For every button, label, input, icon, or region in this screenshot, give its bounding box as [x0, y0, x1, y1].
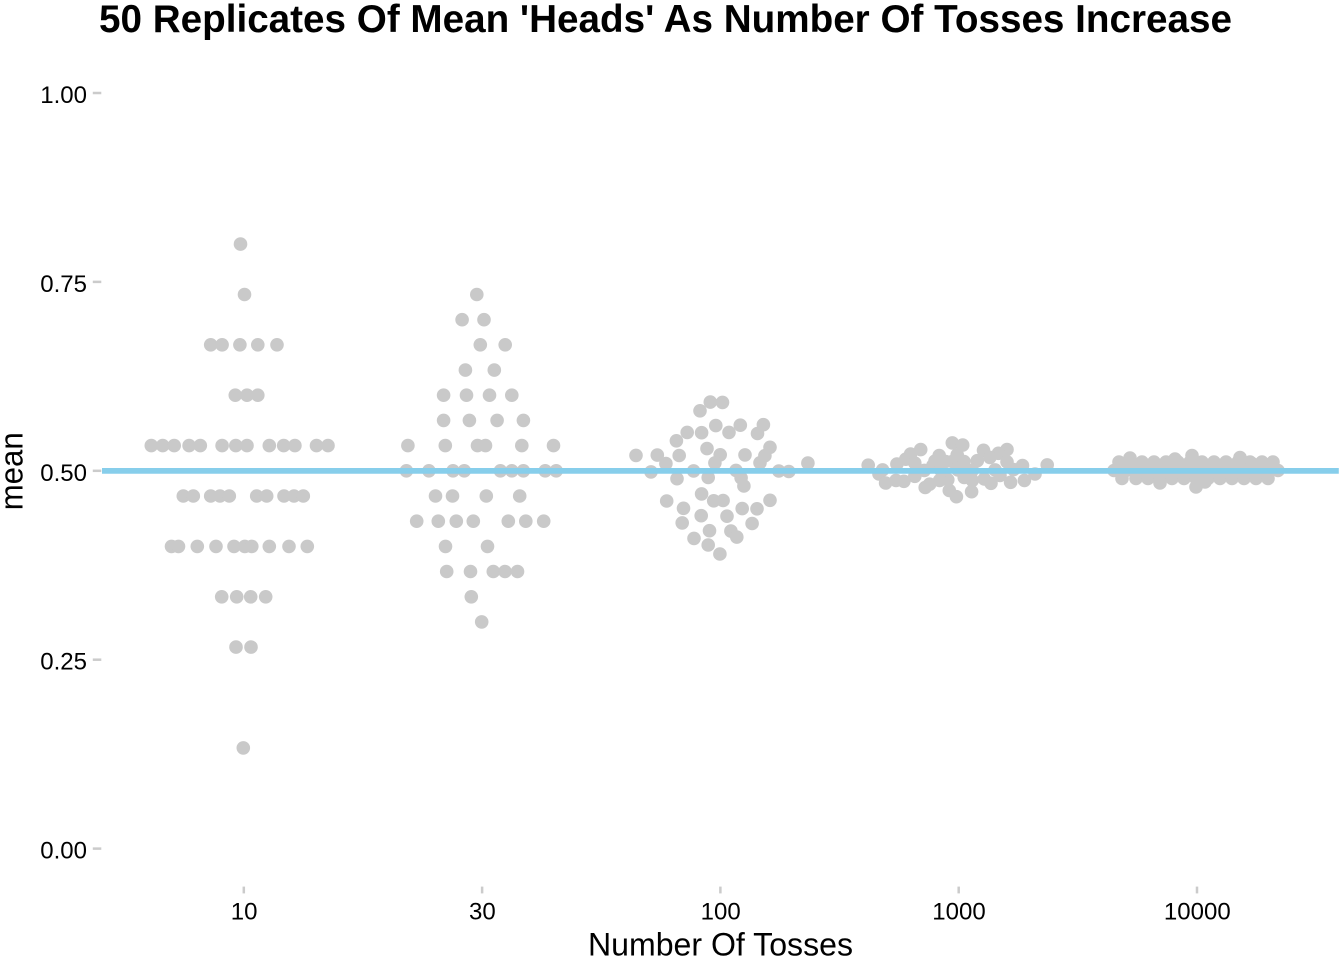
svg-text:1.00: 1.00: [40, 82, 87, 109]
svg-text:100: 100: [701, 898, 741, 925]
svg-text:0.75: 0.75: [40, 271, 87, 298]
svg-text:10000: 10000: [1164, 898, 1231, 925]
svg-text:0.00: 0.00: [40, 838, 87, 865]
svg-text:mean: mean: [0, 432, 29, 510]
svg-text:30: 30: [469, 898, 496, 925]
svg-text:50 Replicates Of Mean 'Heads': 50 Replicates Of Mean 'Heads' As Number …: [99, 0, 1232, 41]
svg-text:1000: 1000: [932, 898, 985, 925]
svg-text:0.25: 0.25: [40, 649, 87, 676]
svg-text:10: 10: [231, 898, 258, 925]
svg-text:Number Of Tosses: Number Of Tosses: [588, 927, 853, 960]
svg-text:0.50: 0.50: [40, 460, 87, 487]
